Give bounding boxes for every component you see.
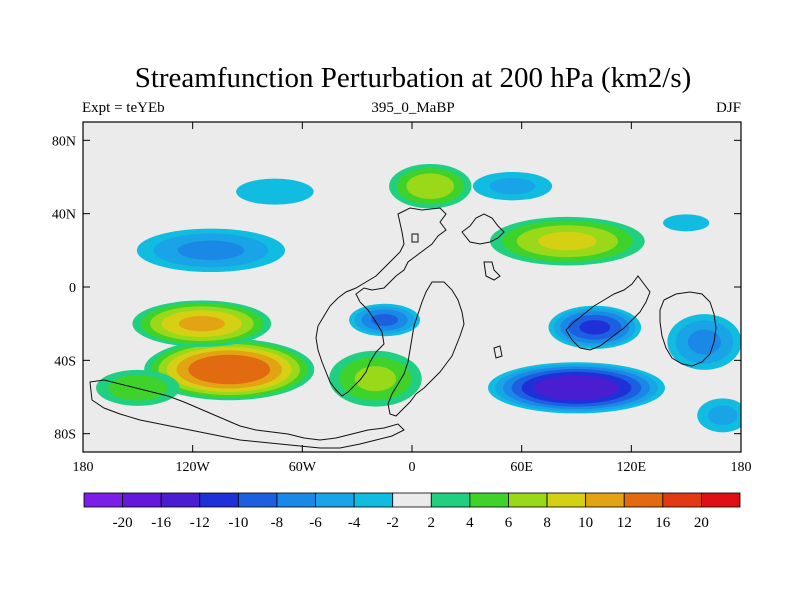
colorbar-swatch-12: [546, 492, 587, 508]
colorbar-swatch-14: [623, 492, 664, 508]
colorbar-swatch-16: [701, 492, 741, 508]
colorbar-label-7: -2: [386, 515, 399, 531]
contour-1-4: [178, 315, 225, 332]
x-tick-label-3: 0: [409, 460, 416, 475]
colorbar-label-2: -12: [190, 515, 210, 531]
coastline-island-a: [483, 261, 501, 281]
colorbar-label-5: -6: [309, 515, 322, 531]
colorbar-label-10: 6: [505, 515, 513, 531]
colorbar-label-1: -16: [151, 515, 171, 531]
colorbar-label-8: 2: [428, 515, 436, 531]
colorbar-label-11: 8: [543, 515, 551, 531]
coastline-australia: [659, 291, 717, 367]
case-label: 395_0_MaBP: [371, 100, 455, 116]
colorbar-swatch-0: [83, 492, 123, 508]
contour-3-1: [108, 375, 168, 401]
colorbar-swatch-5: [276, 492, 316, 508]
experiment-label: Expt = teYEb: [82, 100, 165, 116]
colorbar-label-3: -10: [228, 515, 248, 531]
x-tick-label-1: 120W: [176, 460, 211, 475]
x-tick-label-0: 180: [73, 460, 94, 475]
colorbar-swatch-6: [315, 492, 355, 508]
colorbar-swatch-8: [392, 492, 432, 508]
colorbar: -20 -16 -12 -10 -8 -6 -4 -2 2 4 6 8 10 12 16 20: [83, 492, 741, 531]
y-tick-label-3: 40S: [54, 354, 76, 369]
contour-10-2: [406, 173, 455, 199]
season-label: DJF: [715, 100, 741, 116]
chart-title: Streamfunction Perturbation at 200 hPa (…: [134, 62, 692, 94]
colorbar-label-6: -4: [348, 515, 361, 531]
contour-14-1: [708, 405, 738, 426]
colorbar-swatch-9: [430, 492, 471, 508]
colorbar-swatch-3: [199, 492, 239, 508]
contour-0-5: [188, 354, 271, 385]
axes: 180 120W 60W 0 60E 120E 180 80N 40N 0 40S 80S: [52, 122, 752, 475]
contour-7-4: [579, 320, 611, 335]
contour-9-0: [236, 178, 314, 205]
coastline-island-b: [411, 233, 419, 243]
contour-5-3: [371, 313, 398, 327]
contour-13-0: [662, 214, 710, 232]
colorbar-label-15: 20: [694, 515, 709, 531]
colorbar-label-0: -20: [113, 515, 133, 531]
y-tick-label-4: 80S: [54, 428, 76, 443]
contour-field: [96, 163, 741, 433]
coastline-asia-east: [565, 275, 651, 351]
coastline-americas: [315, 207, 447, 397]
y-tick-label-1: 40N: [52, 208, 76, 223]
colorbar-swatch-13: [585, 492, 625, 508]
x-tick-label-5: 120E: [617, 460, 647, 475]
contour-6-5: [534, 375, 619, 401]
contour-8-1: [489, 177, 536, 195]
y-tick-label-2: 0: [69, 281, 76, 296]
x-tick-label-6: 180: [731, 460, 752, 475]
colorbar-swatch-4: [237, 492, 278, 508]
coastline-outline: [89, 207, 717, 449]
colorbar-swatch-2: [160, 492, 201, 508]
colorbar-label-14: 16: [655, 515, 671, 531]
coastline-africa: [387, 281, 465, 417]
coastline-eurasia: [461, 213, 505, 245]
x-tick-label-2: 60W: [289, 460, 317, 475]
colorbar-label-4: -8: [271, 515, 284, 531]
colorbar-swatch-15: [662, 492, 702, 508]
coastline-antarctica-west: [89, 379, 405, 449]
contour-11-3: [538, 231, 597, 251]
colorbar-swatch-10: [469, 492, 509, 508]
coastline-island-c: [493, 345, 503, 359]
contour-12-2: [687, 329, 722, 355]
colorbar-label-12: 10: [578, 515, 593, 531]
colorbar-swatch-1: [122, 492, 162, 508]
colorbar-label-9: 4: [466, 515, 474, 531]
y-tick-label-0: 80N: [52, 134, 76, 149]
colorbar-swatch-11: [508, 492, 548, 508]
contour-4-2: [177, 240, 245, 261]
colorbar-swatch-7: [353, 492, 394, 508]
colorbar-label-13: 12: [617, 515, 632, 531]
x-tick-label-4: 60E: [510, 460, 533, 475]
